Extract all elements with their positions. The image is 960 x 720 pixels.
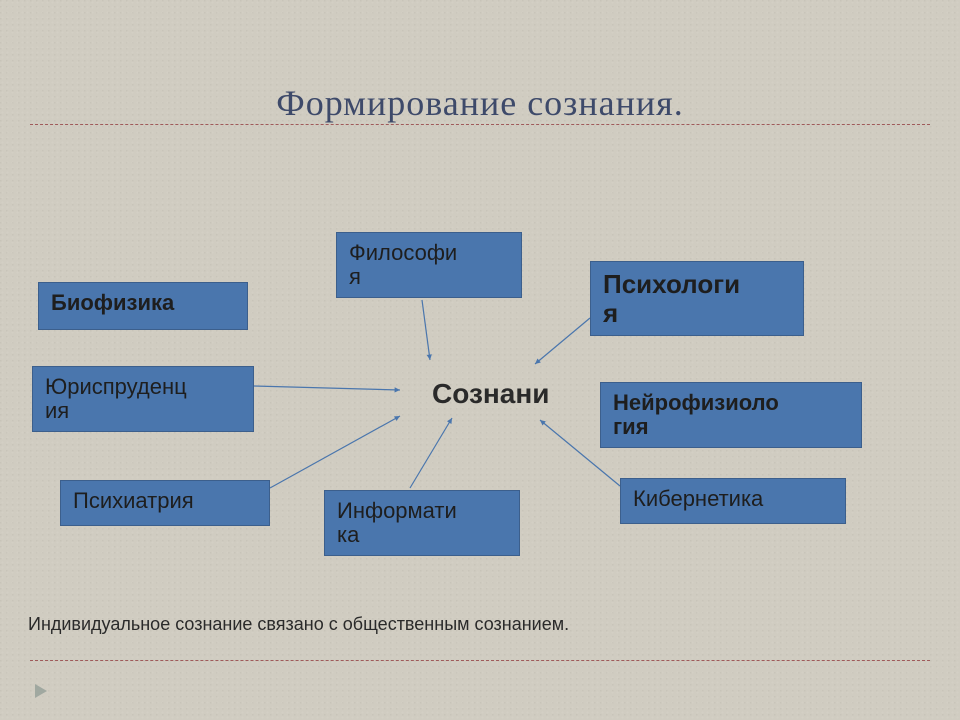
footnote-text: Индивидуальное сознание связано с общест… [28, 614, 569, 635]
node-psychology: Психологи я [590, 261, 804, 336]
footer-arrow-icon [35, 684, 47, 698]
node-biophysics: Биофизика [38, 282, 248, 330]
node-psychiatry: Психиатрия [60, 480, 270, 526]
rule-bottom [30, 660, 930, 661]
node-cybernetics: Кибернетика [620, 478, 846, 524]
node-informatics: Информати ка [324, 490, 520, 556]
node-jurisprudence: Юриспруденц ия [32, 366, 254, 432]
node-neurophysiology: Нейрофизиоло гия [600, 382, 862, 448]
node-philosophy: Философи я [336, 232, 522, 298]
page-title: Формирование сознания. [0, 82, 960, 124]
rule-top [30, 124, 930, 125]
center-label: Сознани [432, 378, 549, 410]
